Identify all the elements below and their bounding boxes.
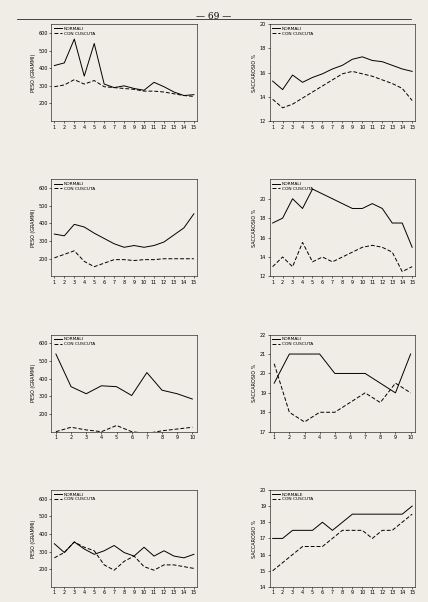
Y-axis label: PESO (GRAMMI): PESO (GRAMMI) xyxy=(31,520,36,557)
Legend: NORMALE, CON CUSCUTA: NORMALE, CON CUSCUTA xyxy=(272,492,314,502)
Legend: NORMALI, CON CUSCUTA: NORMALI, CON CUSCUTA xyxy=(54,26,95,36)
Legend: NORMALI, CON CUSCUTA: NORMALI, CON CUSCUTA xyxy=(54,337,95,347)
Y-axis label: SACCAROSIO %: SACCAROSIO % xyxy=(252,54,257,92)
Legend: NORMALI, CON CUSCUTA: NORMALI, CON CUSCUTA xyxy=(272,337,314,347)
Legend: NORMALI, CON CUSCUTA: NORMALI, CON CUSCUTA xyxy=(54,182,95,191)
Legend: NORMALI, CON CUSCUTA: NORMALI, CON CUSCUTA xyxy=(272,182,314,191)
Y-axis label: SACCAROSIO %: SACCAROSIO % xyxy=(252,209,257,247)
Legend: NORMALI, CON CUSCUTA: NORMALI, CON CUSCUTA xyxy=(54,492,95,502)
Y-axis label: SACCAROSIO %: SACCAROSIO % xyxy=(252,364,257,402)
Y-axis label: SACCAROSIO %: SACCAROSIO % xyxy=(252,520,257,557)
Legend: NORMALI, CON CUSCUTA: NORMALI, CON CUSCUTA xyxy=(272,26,314,36)
Y-axis label: PESO (GRAMMI): PESO (GRAMMI) xyxy=(31,364,36,402)
Y-axis label: PESO (GRAMMI): PESO (GRAMMI) xyxy=(31,54,36,92)
Y-axis label: PESO (GRAMMI): PESO (GRAMMI) xyxy=(31,209,36,247)
Text: — 69 —: — 69 — xyxy=(196,12,232,21)
